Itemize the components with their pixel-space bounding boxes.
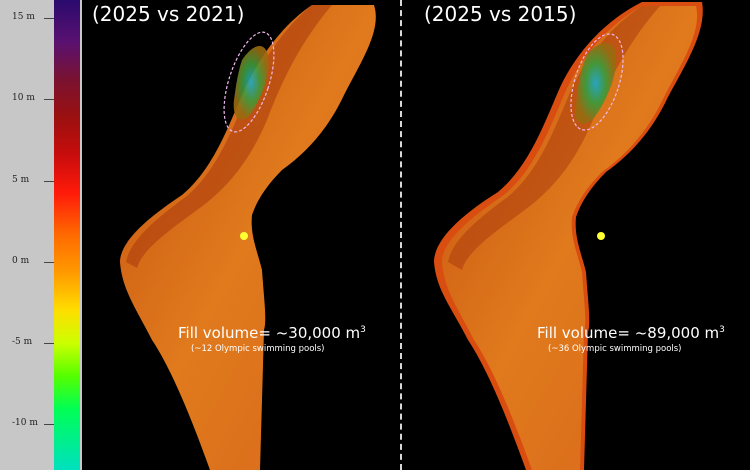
elevation-legend: 15 m 10 m 5 m 0 m -5 m -10 m: [0, 0, 82, 470]
pools-equivalent-left: (~12 Olympic swimming pools): [191, 344, 325, 354]
fill-volume-right: Fill volume= ~89,000 m3: [537, 324, 725, 342]
terrain-map-left: [120, 5, 376, 470]
color-scale-bar: [54, 0, 80, 470]
panel-title-right: (2025 vs 2015): [424, 2, 577, 26]
panel-title-left: (2025 vs 2021): [92, 2, 245, 26]
terrain-strip: [120, 5, 376, 470]
fill-volume-left: Fill volume= ~30,000 m3: [178, 324, 366, 342]
location-marker: [240, 232, 248, 240]
pools-equivalent-right: (~36 Olympic swimming pools): [548, 344, 682, 354]
fill-area-outline: [223, 31, 275, 133]
fill-area-outline: [570, 33, 624, 131]
terrain-strip: [442, 6, 698, 470]
panel-divider: [400, 0, 402, 470]
terrain-map-right: [434, 2, 703, 470]
location-marker: [597, 232, 605, 240]
